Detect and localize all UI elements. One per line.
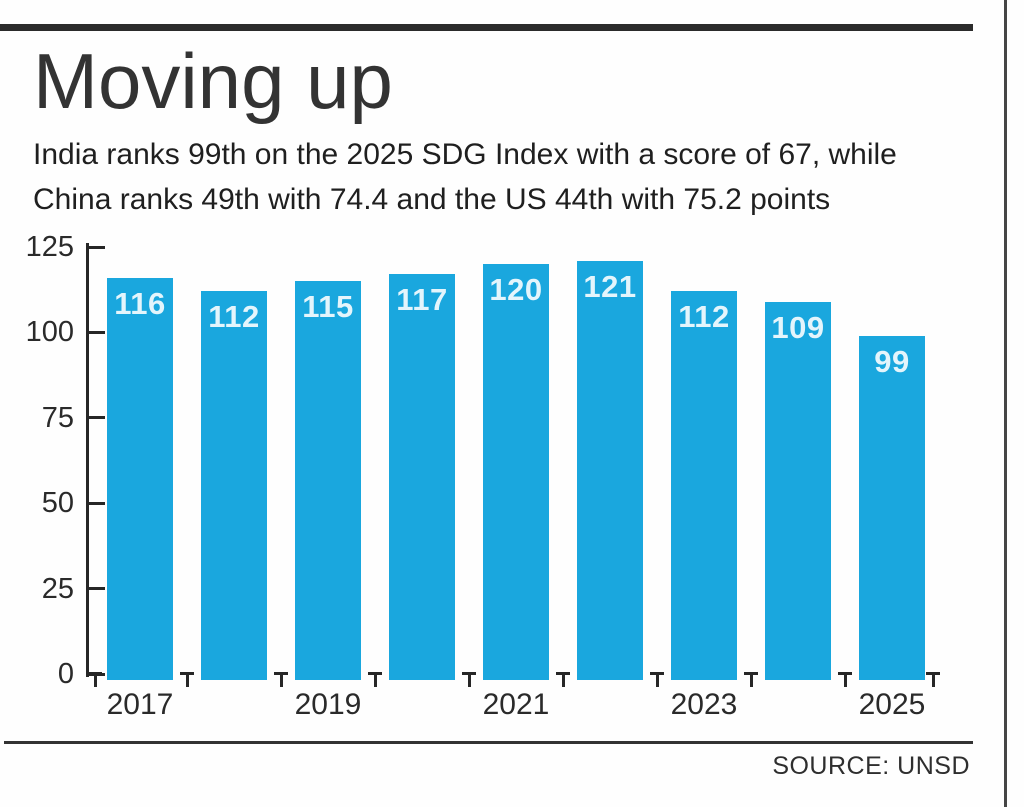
x-axis-label: 2017: [106, 688, 174, 721]
bar: 109: [765, 301, 831, 680]
subtitle-line-1: India ranks 99th on the 2025 SDG Index w…: [33, 138, 897, 171]
bar: 121: [577, 260, 643, 680]
x-axis-tick-cap: [88, 672, 102, 675]
x-axis-tick: [93, 674, 97, 687]
x-axis-tick: [561, 674, 565, 687]
x-axis-label: 2021: [482, 688, 550, 721]
y-axis-label: 75: [41, 401, 74, 434]
bar: 116: [107, 277, 173, 680]
chart-subtitle: India ranks 99th on the 2025 SDG Index w…: [33, 132, 897, 222]
x-axis-tick-cap: [274, 672, 288, 675]
x-axis-tick: [931, 674, 935, 687]
bar-value-label: 109: [771, 309, 825, 345]
bar-value-label: 99: [874, 343, 910, 379]
source-divider-rule: [4, 741, 973, 744]
bar-value-label: 117: [396, 282, 448, 318]
subtitle-line-2: China ranks 49th with 74.4 and the US 44…: [33, 183, 831, 216]
x-axis-tick: [749, 674, 753, 687]
right-border-rule: [1004, 0, 1007, 807]
x-axis-tick-cap: [180, 672, 194, 675]
y-axis-tick: [86, 330, 105, 334]
bar-value-label: 115: [302, 289, 354, 325]
y-axis-label: 100: [25, 316, 74, 349]
bar: 112: [671, 291, 737, 680]
bar-value-label: 116: [114, 285, 166, 321]
bar-value-label: 121: [583, 268, 637, 304]
bar: 115: [295, 281, 361, 680]
bar-chart: 0 25 50 75 100 125 116 112 115 117 120 121 112 109 99 2…: [25, 231, 940, 721]
x-axis-tick: [843, 674, 847, 687]
x-axis-tick: [185, 674, 189, 687]
x-axis-tick: [373, 674, 377, 687]
y-axis-label: 25: [41, 572, 74, 605]
x-axis-tick-cap: [462, 672, 476, 675]
y-axis-label: 125: [25, 231, 74, 263]
x-axis-tick-cap: [650, 672, 664, 675]
x-axis-label: 2025: [858, 688, 926, 721]
y-axis-label: 0: [57, 658, 74, 690]
x-axis-tick-cap: [556, 672, 570, 675]
bar: 112: [201, 291, 267, 680]
bar: 99: [859, 335, 925, 680]
top-border-rule: [0, 24, 973, 31]
y-axis-tick: [86, 587, 105, 591]
x-axis-tick: [655, 674, 659, 687]
x-axis-tick: [279, 674, 283, 687]
page-title: Moving up: [33, 37, 393, 125]
bar-value-label: 112: [208, 299, 260, 335]
x-axis-tick-cap: [744, 672, 758, 675]
y-axis-tick: [86, 501, 105, 505]
y-axis-tick: [86, 245, 105, 249]
bar: 117: [389, 274, 455, 680]
x-axis-tick-cap: [926, 672, 940, 675]
bar-value-label: 112: [678, 299, 730, 335]
x-axis-label: 2019: [294, 688, 362, 721]
y-axis-tick: [86, 416, 105, 420]
x-axis-label: 2023: [670, 688, 738, 721]
bar: 120: [483, 264, 549, 680]
x-axis-tick-cap: [838, 672, 852, 675]
x-axis-tick-cap: [368, 672, 382, 675]
y-axis-line: [86, 243, 89, 677]
y-axis-label: 50: [41, 487, 74, 520]
x-axis-tick: [467, 674, 471, 687]
source-label: SOURCE: UNSD: [772, 752, 970, 780]
bar-value-label: 120: [489, 272, 543, 308]
